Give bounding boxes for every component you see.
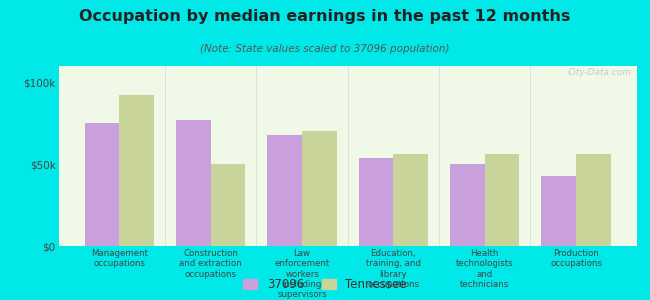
Bar bbox=[359, 158, 393, 246]
Bar bbox=[120, 95, 154, 246]
Bar bbox=[267, 135, 302, 246]
Bar bbox=[541, 176, 576, 246]
Bar bbox=[393, 154, 428, 246]
Bar bbox=[84, 123, 120, 246]
Bar bbox=[302, 131, 337, 246]
Bar bbox=[576, 154, 611, 246]
Text: Occupation by median earnings in the past 12 months: Occupation by median earnings in the pas… bbox=[79, 9, 571, 24]
Bar bbox=[485, 154, 519, 246]
Bar bbox=[450, 164, 485, 246]
Legend: 37096, Tennessee: 37096, Tennessee bbox=[243, 278, 407, 291]
Bar bbox=[211, 164, 246, 246]
Bar bbox=[176, 120, 211, 246]
Text: (Note: State values scaled to 37096 population): (Note: State values scaled to 37096 popu… bbox=[200, 44, 450, 53]
Text: City-Data.com: City-Data.com bbox=[567, 68, 631, 77]
